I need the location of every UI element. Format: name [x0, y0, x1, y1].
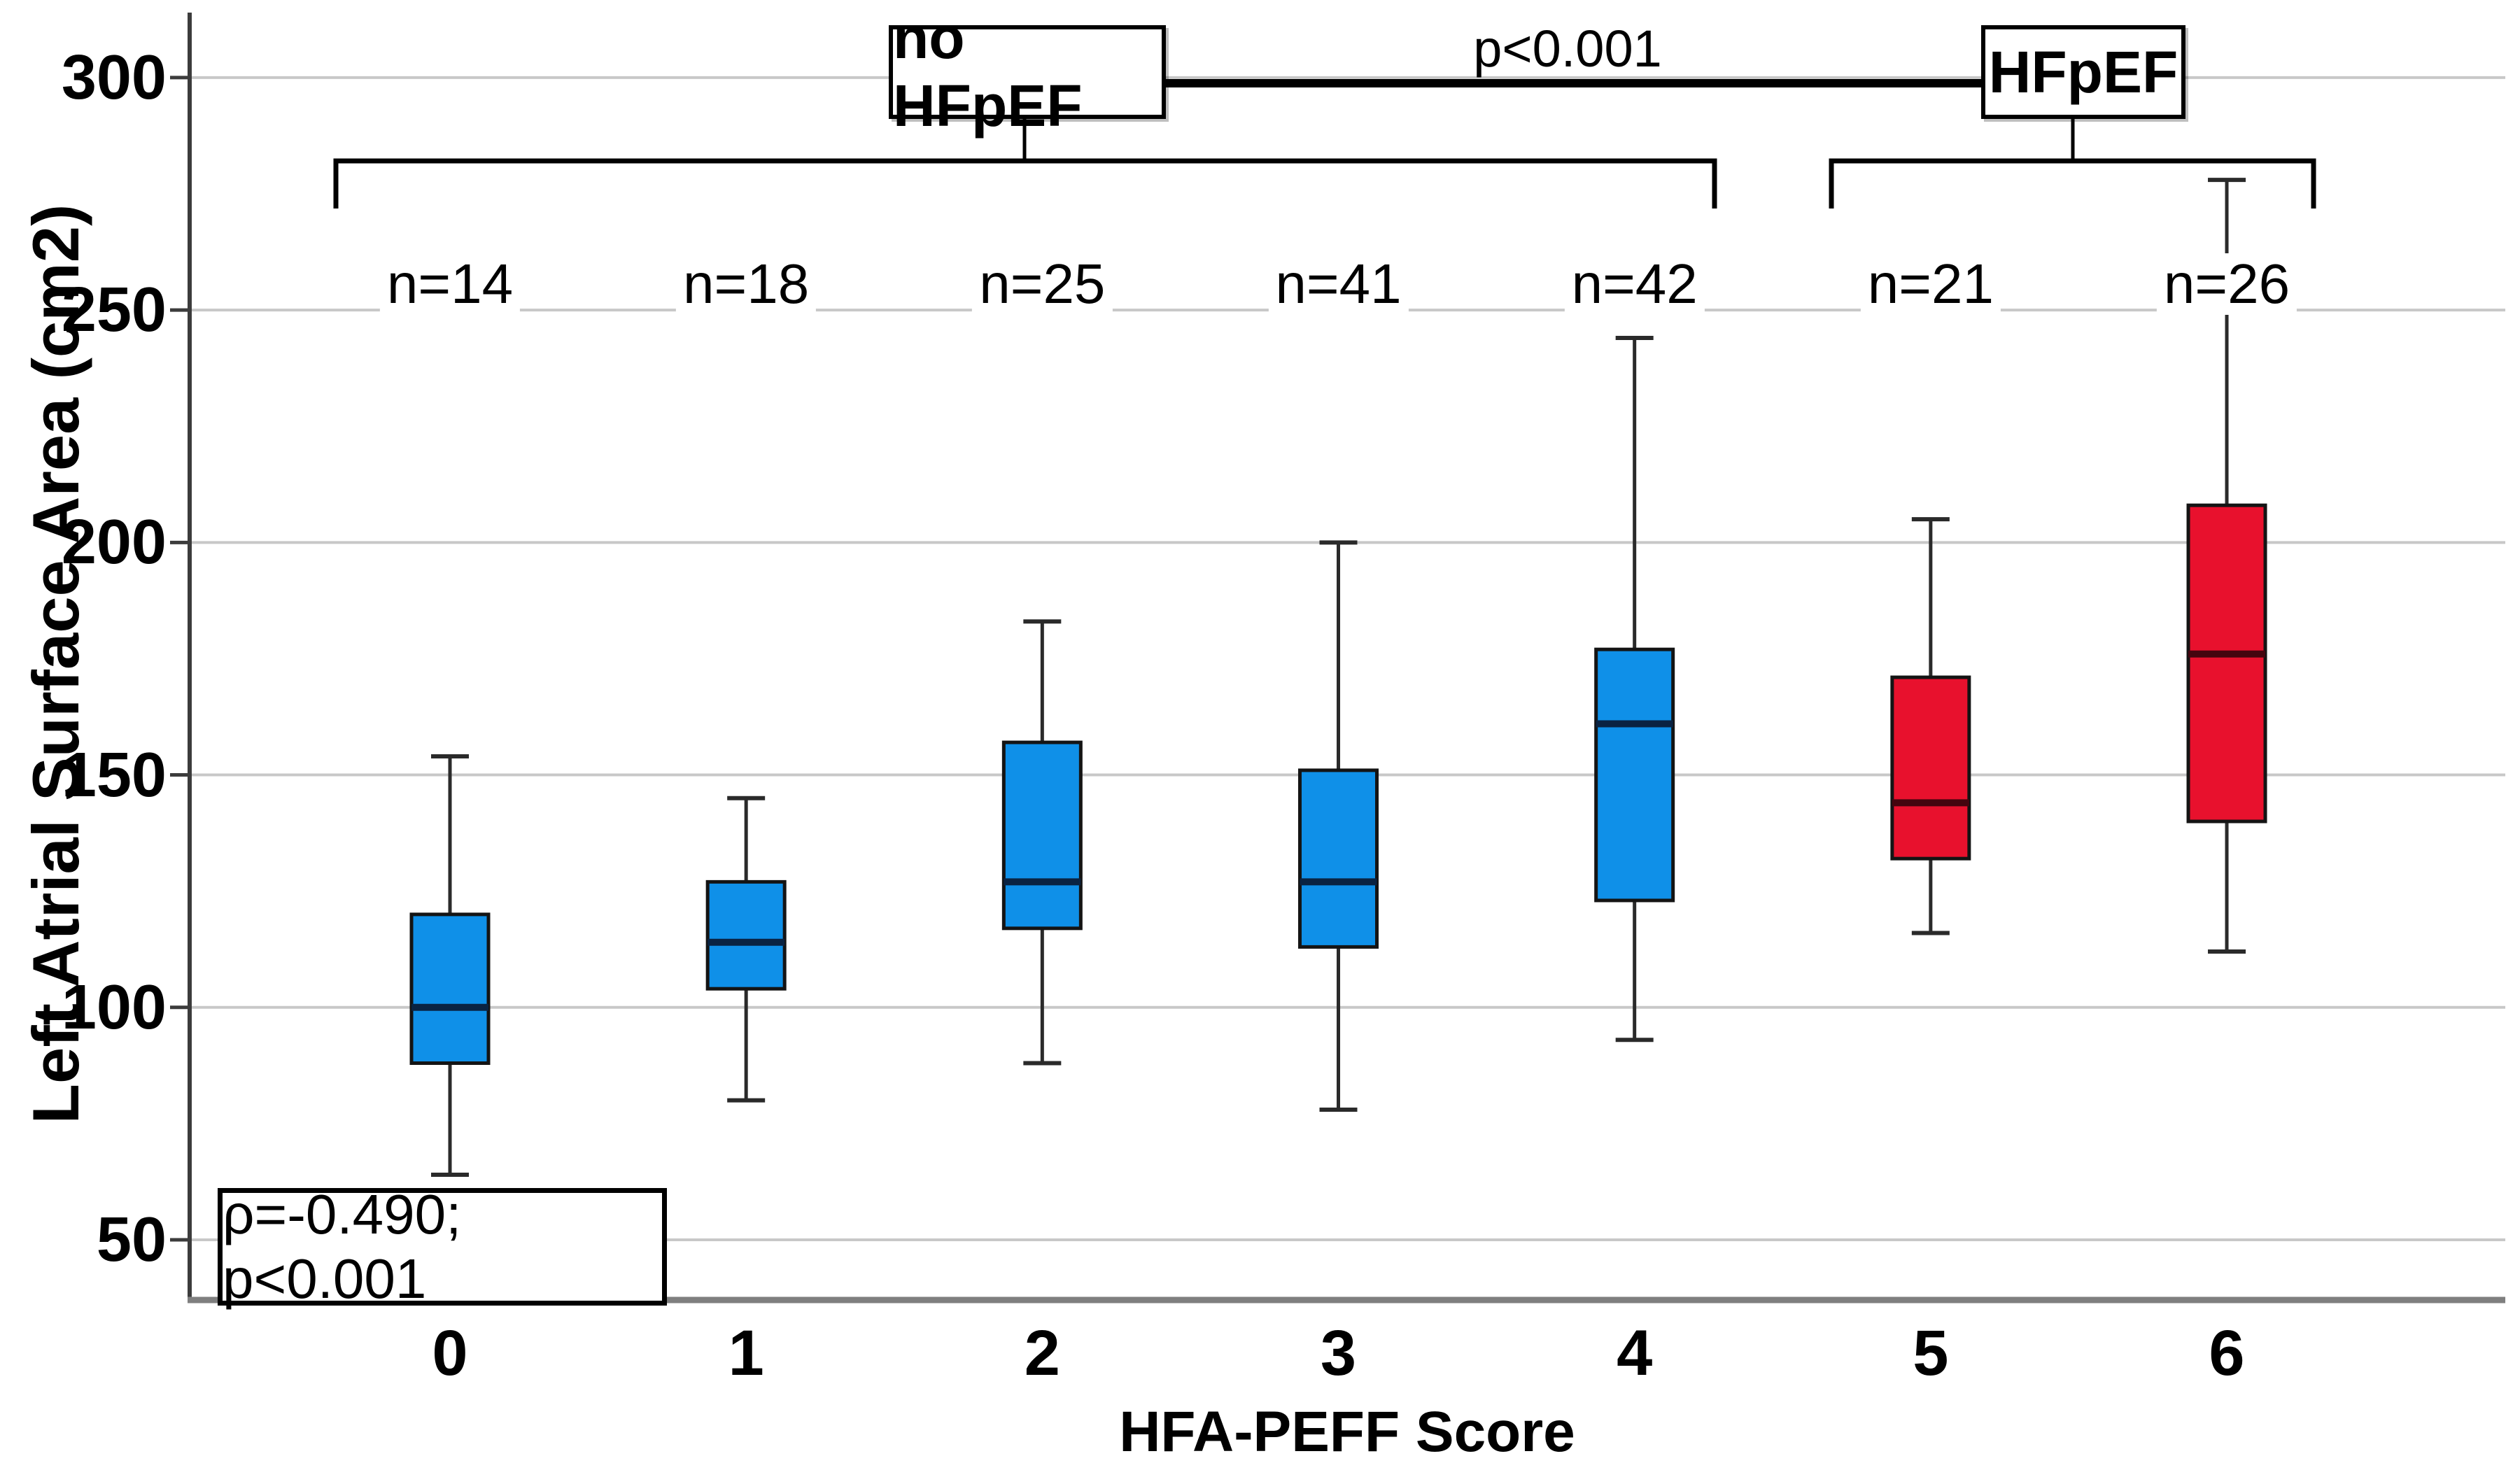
iqr-box-score-1	[705, 879, 787, 991]
iqr-box-score-6	[2186, 503, 2267, 824]
x-tick-label-5: 5	[1913, 1317, 1949, 1389]
n-label-score-4: n=42	[1564, 253, 1705, 315]
n-label-score-1: n=18	[676, 253, 817, 315]
y-tick-label-150: 150	[61, 740, 167, 810]
iqr-box-score-2	[1001, 740, 1083, 931]
y-tick-label-100: 100	[61, 972, 167, 1043]
y-tick-label-200: 200	[61, 507, 167, 578]
y-axis-title: Left Atrial Surface Area (cm2)	[19, 204, 92, 1124]
x-tick-label-0: 0	[432, 1317, 468, 1389]
x-tick-label-3: 3	[1320, 1317, 1357, 1389]
n-label-score-6: n=26	[2156, 253, 2297, 315]
iqr-box-score-3	[1298, 768, 1379, 949]
iqr-box-score-4	[1594, 647, 1675, 903]
group-label-no-hfpef: no HFpEF	[889, 5, 1166, 139]
x-tick-label-4: 4	[1617, 1317, 1653, 1389]
correlation-annotation-box: ρ=-0.490; p<0.001	[218, 1183, 667, 1310]
n-label-score-3: n=41	[1268, 253, 1409, 315]
y-tick-label-250: 250	[61, 275, 167, 346]
n-label-score-2: n=25	[972, 253, 1113, 315]
correlation-annotation-text: ρ=-0.490; p<0.001	[223, 1183, 462, 1310]
y-tick-label-50: 50	[96, 1205, 167, 1275]
x-tick-label-1: 1	[728, 1317, 764, 1389]
x-axis-title: HFA-PEFF Score	[1119, 1400, 1575, 1464]
bracket-hfpef	[1829, 158, 2316, 209]
iqr-box-score-5	[1890, 675, 1971, 861]
bracket-no-hfpef	[333, 158, 1717, 209]
x-tick-label-2: 2	[1024, 1317, 1060, 1389]
iqr-box-score-0	[409, 912, 491, 1066]
n-label-score-0: n=14	[379, 253, 521, 315]
y-tick-label-300: 300	[61, 42, 167, 113]
n-label-score-5: n=21	[1860, 253, 2001, 315]
x-tick-label-6: 6	[2209, 1317, 2245, 1389]
group-label-hfpef: HFpEF	[1981, 25, 2185, 119]
p-value-annotation: p<0.001	[1473, 20, 1662, 78]
